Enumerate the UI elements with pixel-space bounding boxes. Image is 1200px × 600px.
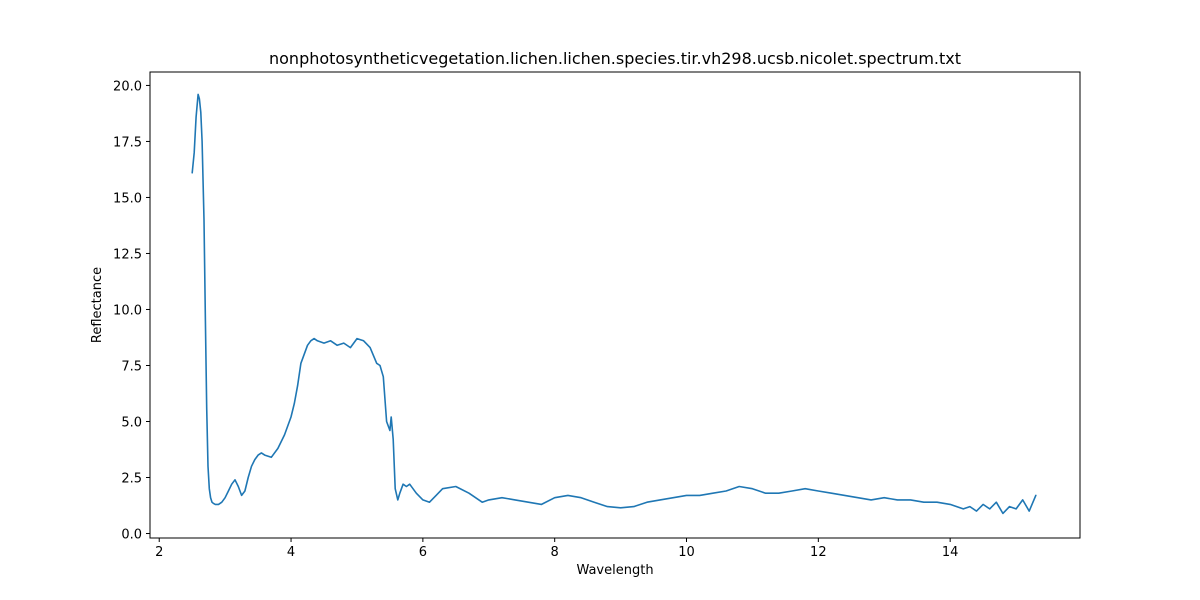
x-tick-label: 12 [810, 545, 827, 560]
y-tick-label: 17.5 [113, 135, 142, 150]
y-tick-label: 0.0 [121, 528, 142, 543]
axes-frame [149, 71, 1081, 539]
x-tick-label: 4 [287, 545, 295, 560]
x-tick-label: 8 [551, 545, 559, 560]
x-tick-label: 6 [419, 545, 427, 560]
chart-title: nonphotosyntheticvegetation.lichen.liche… [269, 49, 961, 68]
series-line-0 [191, 93, 1037, 515]
y-tick-label: 20.0 [113, 79, 142, 94]
y-tick-label: 7.5 [121, 359, 142, 374]
y-tick-label: 2.5 [121, 472, 142, 487]
y-tick-label: 15.0 [113, 191, 142, 206]
y-axis-label: Reflectance [90, 267, 105, 343]
x-tick-label: 10 [678, 545, 695, 560]
x-tick-label: 2 [155, 545, 163, 560]
y-tick-label: 12.5 [113, 247, 142, 262]
y-tick-label: 5.0 [121, 416, 142, 431]
x-axis-label: Wavelength [576, 563, 653, 578]
y-tick-label: 10.0 [113, 303, 142, 318]
plot-area: 2 4 6 8 10 12 14 0.0 2.5 5.0 7.5 10.0 12.5 15.0 17.5 20… [113, 71, 1081, 560]
x-tick-label: 14 [942, 545, 959, 560]
